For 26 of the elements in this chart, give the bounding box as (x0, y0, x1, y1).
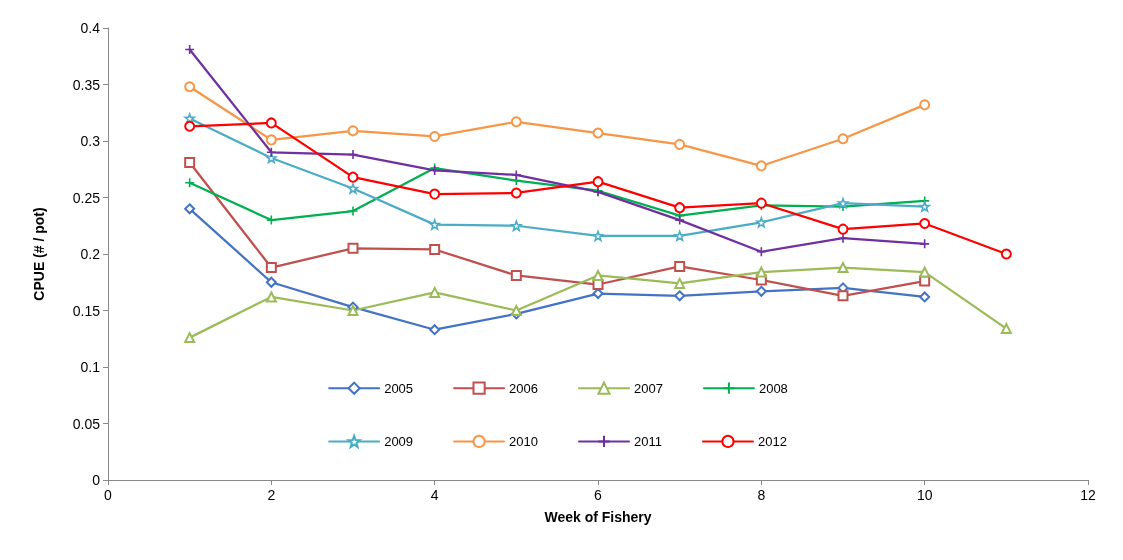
y-tick-label: 0.2 (80, 246, 101, 262)
legend-label: 2012 (757, 433, 787, 449)
legend-label: 2007 (634, 380, 663, 396)
y-tick-label: 0.4 (80, 20, 101, 36)
y-tick-label: 0.35 (72, 76, 101, 93)
x-tick-label: 4 (430, 487, 439, 503)
x-tick-label: 6 (594, 487, 603, 503)
y-tick-label: 0.05 (72, 415, 101, 432)
y-tick-label: 0.3 (80, 133, 101, 149)
legend-label: 2008 (758, 380, 788, 396)
x-axis-title: Week of Fishery (544, 509, 652, 525)
y-tick-label: 0.25 (72, 189, 101, 206)
x-tick-label: 8 (757, 487, 766, 503)
legend-label: 2005 (384, 380, 414, 396)
y-tick-label: 0.15 (72, 302, 101, 319)
x-tick-label: 10 (916, 487, 933, 503)
x-tick-label: 2 (267, 487, 276, 503)
x-tick-label: 12 (1080, 487, 1096, 503)
legend-label: 2009 (384, 433, 414, 449)
y-tick-label: 0.1 (80, 359, 101, 375)
x-tick-label: 0 (104, 487, 113, 503)
legend-label: 2010 (509, 433, 538, 449)
legend-label: 2011 (634, 433, 662, 449)
y-tick-label: 0 (92, 472, 101, 488)
y-axis-title: CPUE (# / pot) (31, 207, 47, 301)
legend-label: 2006 (509, 380, 538, 396)
